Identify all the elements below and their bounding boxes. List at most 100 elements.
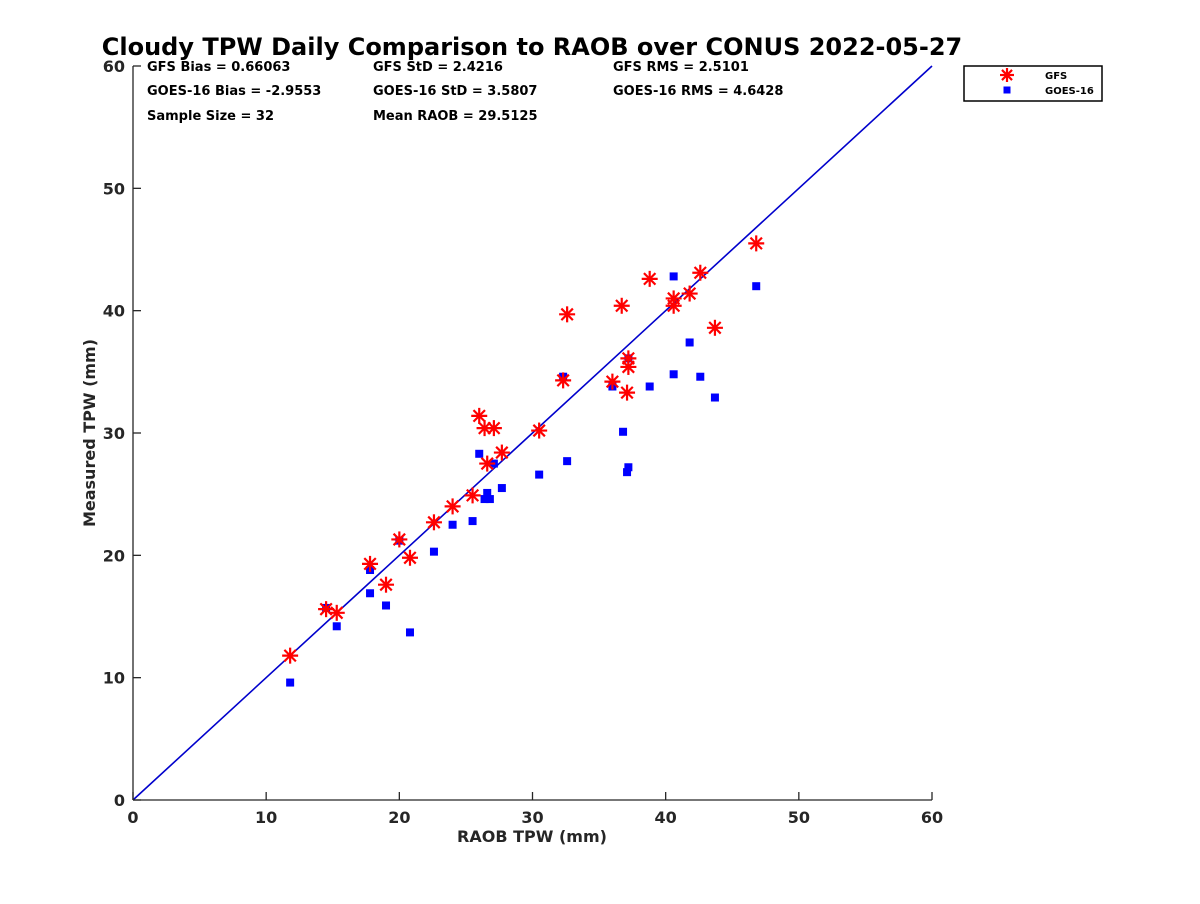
gfs-point xyxy=(362,555,379,572)
x-tick-label: 30 xyxy=(521,808,543,827)
gfs-point xyxy=(604,373,621,390)
goes-16-point xyxy=(480,495,489,504)
asterisk-stroke xyxy=(615,299,629,313)
stat-goes-rms: GOES-16 RMS = 4.6428 xyxy=(613,84,783,99)
asterisk-stroke xyxy=(532,424,546,438)
gfs-point xyxy=(485,420,502,437)
gfs-point xyxy=(613,297,630,314)
legend: GFS GOES-16 xyxy=(963,65,1103,102)
goes-16-point xyxy=(448,520,457,529)
gfs-point xyxy=(559,306,576,323)
asterisk-stroke xyxy=(446,499,460,513)
goes-16-point xyxy=(685,338,694,347)
stat-gfs-bias: GFS Bias = 0.66063 xyxy=(147,60,290,75)
gfs-point xyxy=(706,319,723,336)
goes-16-point xyxy=(669,272,678,281)
y-axis-label: Measured TPW (mm) xyxy=(80,339,99,527)
goes-16-point xyxy=(468,517,477,526)
y-tick-label: 0 xyxy=(114,791,125,810)
asterisk-stroke xyxy=(363,557,377,571)
asterisk-stroke xyxy=(495,446,509,460)
x-tick-label: 60 xyxy=(921,808,943,827)
x-axis-label: RAOB TPW (mm) xyxy=(457,827,607,846)
asterisk-stroke xyxy=(643,272,657,286)
asterisk-stroke xyxy=(466,488,480,502)
axes: 0 10 20 30 40 50 60 0 10 20 30 40 50 60 xyxy=(103,57,943,827)
stat-goes-std: GOES-16 StD = 3.5807 xyxy=(373,84,537,99)
gfs-point xyxy=(681,285,698,302)
y-tick-label: 20 xyxy=(103,546,125,565)
goes-16-point xyxy=(382,601,391,610)
y-tick-label: 50 xyxy=(103,179,125,198)
legend-gfs-symbol xyxy=(1000,68,1014,82)
goes-16-point xyxy=(563,457,572,466)
x-tick-label: 0 xyxy=(127,808,138,827)
gfs-point xyxy=(444,498,461,515)
stats-annotations: GFS Bias = 0.66063 GFS StD = 2.4216 GFS … xyxy=(147,60,783,124)
legend-goes-16-symbol xyxy=(1003,86,1011,94)
gfs-point xyxy=(479,455,496,472)
stat-gfs-std: GFS StD = 2.4216 xyxy=(373,60,503,75)
goes-16-point xyxy=(535,470,544,479)
gfs-point xyxy=(692,264,709,281)
asterisk-stroke xyxy=(708,321,722,335)
goes-16-point xyxy=(475,449,484,458)
x-tick-label: 40 xyxy=(655,808,677,827)
asterisk-stroke xyxy=(403,551,417,565)
stat-mean-raob: Mean RAOB = 29.5125 xyxy=(373,109,538,124)
goes-16-point xyxy=(645,382,654,391)
asterisk-stroke xyxy=(620,386,634,400)
asterisk-stroke xyxy=(392,532,406,546)
gfs-point xyxy=(391,531,408,548)
goes-16-point xyxy=(619,427,628,436)
asterisk-stroke xyxy=(379,578,393,592)
y-tick-label: 30 xyxy=(103,424,125,443)
legend-label-gfs: GFS xyxy=(1045,71,1067,82)
goes-16-point xyxy=(624,463,633,472)
x-tick-label: 10 xyxy=(255,808,277,827)
x-tick-label: 50 xyxy=(788,808,810,827)
stat-gfs-rms: GFS RMS = 2.5101 xyxy=(613,60,749,75)
asterisk-stroke xyxy=(330,606,344,620)
y-tick-label: 60 xyxy=(103,57,125,76)
gfs-point xyxy=(620,350,637,367)
stat-sample-size: Sample Size = 32 xyxy=(147,109,274,124)
goes-16-point xyxy=(696,372,705,381)
asterisk-stroke xyxy=(1001,69,1013,81)
goes-16-point xyxy=(429,547,438,556)
asterisk-stroke xyxy=(560,307,574,321)
gfs-point xyxy=(425,514,442,531)
chart-title: Cloudy TPW Daily Comparison to RAOB over… xyxy=(102,33,962,61)
goes-16-point xyxy=(623,468,632,477)
gfs-point xyxy=(665,297,682,314)
goes-16-point xyxy=(669,370,678,379)
legend-marker-goes-16 xyxy=(1003,86,1011,94)
asterisk-stroke xyxy=(556,373,570,387)
y-tick-label: 10 xyxy=(103,669,125,688)
goes-16-point xyxy=(405,628,414,637)
goes-16-point xyxy=(483,488,492,497)
gfs-point xyxy=(471,407,488,424)
goes-16-point xyxy=(286,678,295,687)
goes-16-point xyxy=(332,622,341,631)
legend-label-goes-16: GOES-16 xyxy=(1045,86,1094,97)
gfs-point xyxy=(401,549,418,566)
asterisk-stroke xyxy=(667,299,681,313)
asterisk-stroke xyxy=(478,421,492,435)
asterisk-stroke xyxy=(480,457,494,471)
gfs-point xyxy=(328,604,345,621)
gfs-point xyxy=(282,647,299,664)
asterisk-stroke xyxy=(683,287,697,301)
goes-16-point xyxy=(366,589,375,598)
goes-16-point xyxy=(497,484,506,493)
data-marks xyxy=(282,235,765,687)
goes-16-point xyxy=(752,282,761,291)
asterisk-stroke xyxy=(427,515,441,529)
legend-marker-gfs xyxy=(1000,68,1014,82)
gfs-point xyxy=(493,444,510,461)
y-tick-label: 40 xyxy=(103,302,125,321)
legend-box xyxy=(963,65,1103,102)
gfs-point xyxy=(378,576,395,593)
plot-area xyxy=(132,65,933,801)
